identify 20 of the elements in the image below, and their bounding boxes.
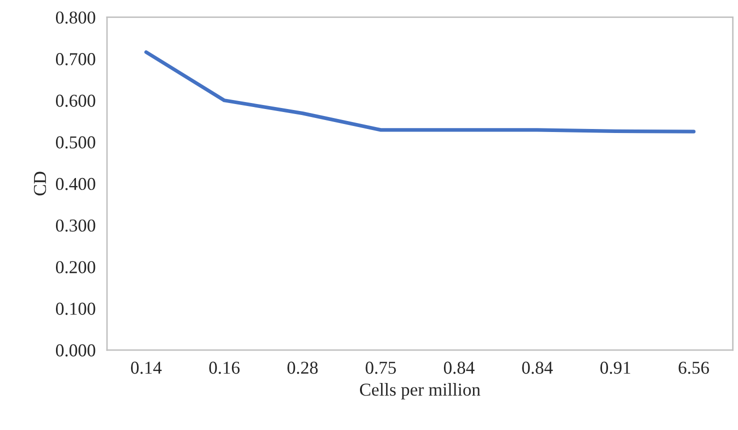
x-tick-label: 0.91	[600, 362, 630, 374]
x-tick-label: 0.75	[366, 362, 396, 374]
y-tick-label: 0.800	[56, 11, 96, 24]
x-tick-label: 0.16	[209, 362, 240, 374]
y-tick-label: 0.400	[56, 178, 96, 190]
y-tick-label: 0.300	[56, 219, 96, 232]
y-tick-label: 0.200	[56, 261, 96, 274]
x-tick-label: 0.84	[444, 362, 475, 374]
x-tick-label: 0.84	[522, 362, 553, 374]
y-tick-label: 0.600	[56, 94, 96, 107]
line-series	[144, 50, 696, 134]
y-tick-label: 0.700	[56, 53, 96, 66]
y-tick-label: 0.100	[56, 302, 96, 315]
y-axis-title: CD	[34, 172, 46, 196]
y-tick-label: 0.000	[56, 344, 96, 357]
y-tick-label: 0.500	[56, 136, 96, 149]
x-tick-label: 6.56	[678, 362, 709, 374]
x-tick-label: 0.28	[287, 362, 318, 374]
x-tick-label: 0.14	[131, 362, 162, 374]
x-axis-title: Cells per million	[360, 383, 480, 400]
